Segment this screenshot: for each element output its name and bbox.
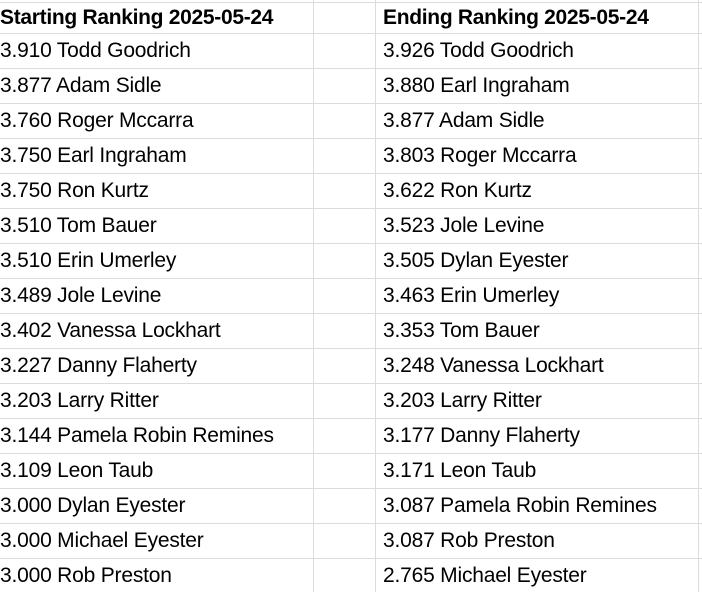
header-cell-starting-ranking[interactable]: Starting Ranking 2025-05-24 [0,3,314,34]
table-row: 3.203 Larry Ritter 3.203 Larry Ritter [0,384,702,419]
edge-cell-sliver [699,384,702,419]
cell-starting-ranking[interactable]: 3.877 Adam Sidle [0,69,314,104]
cell-ending-ranking[interactable]: 3.505 Dylan Eyester [376,244,699,279]
cell-starting-ranking[interactable]: 3.510 Tom Bauer [0,209,314,244]
edge-cell-sliver [699,419,702,454]
spacer-cell[interactable] [314,244,376,279]
table-row: 3.750 Earl Ingraham 3.803 Roger Mccarra [0,139,702,174]
cell-ending-ranking[interactable]: 3.248 Vanessa Lockhart [376,349,699,384]
spacer-cell[interactable] [314,454,376,489]
table-row: 3.227 Danny Flaherty 3.248 Vanessa Lockh… [0,349,702,384]
spacer-cell[interactable] [314,384,376,419]
cell-starting-ranking[interactable]: 3.910 Todd Goodrich [0,34,314,69]
sliver-cell [376,0,699,3]
cell-ending-ranking[interactable]: 3.177 Danny Flaherty [376,419,699,454]
cell-ending-ranking[interactable]: 3.353 Tom Bauer [376,314,699,349]
header-row: Starting Ranking 2025-05-24 Ending Ranki… [0,3,702,34]
cell-starting-ranking[interactable]: 3.203 Larry Ritter [0,384,314,419]
edge-cell-sliver [699,104,702,139]
edge-cell-sliver [699,524,702,559]
cell-ending-ranking[interactable]: 3.877 Adam Sidle [376,104,699,139]
cell-starting-ranking[interactable]: 3.144 Pamela Robin Remines [0,419,314,454]
table-row: 3.760 Roger Mccarra 3.877 Adam Sidle [0,104,702,139]
edge-cell-sliver [699,454,702,489]
header-cell-ending-ranking[interactable]: Ending Ranking 2025-05-24 [376,3,699,34]
cell-starting-ranking[interactable]: 3.000 Rob Preston [0,559,314,592]
table-row: 3.510 Tom Bauer 3.523 Jole Levine [0,209,702,244]
spacer-cell[interactable] [314,209,376,244]
table-row: 3.144 Pamela Robin Remines 3.177 Danny F… [0,419,702,454]
cell-starting-ranking[interactable]: 3.750 Ron Kurtz [0,174,314,209]
edge-cell-sliver [699,349,702,384]
cell-ending-ranking[interactable]: 3.463 Erin Umerley [376,279,699,314]
cell-ending-ranking[interactable]: 3.203 Larry Ritter [376,384,699,419]
cell-ending-ranking[interactable]: 3.880 Earl Ingraham [376,69,699,104]
table-row: 3.877 Adam Sidle 3.880 Earl Ingraham [0,69,702,104]
spacer-cell[interactable] [314,489,376,524]
cell-starting-ranking[interactable]: 3.489 Jole Levine [0,279,314,314]
table-row: 3.750 Ron Kurtz 3.622 Ron Kurtz [0,174,702,209]
sliver-cell [699,0,702,3]
cell-ending-ranking[interactable]: 3.087 Pamela Robin Remines [376,489,699,524]
edge-cell-sliver [699,3,702,34]
spacer-cell[interactable] [314,314,376,349]
edge-cell-sliver [699,139,702,174]
cell-starting-ranking[interactable]: 3.760 Roger Mccarra [0,104,314,139]
spacer-cell[interactable] [314,419,376,454]
table-row: 3.402 Vanessa Lockhart 3.353 Tom Bauer [0,314,702,349]
table-row: 3.000 Dylan Eyester 3.087 Pamela Robin R… [0,489,702,524]
cell-starting-ranking[interactable]: 3.000 Michael Eyester [0,524,314,559]
table-row: 3.109 Leon Taub 3.171 Leon Taub [0,454,702,489]
table-body: 3.910 Todd Goodrich 3.926 Todd Goodrich … [0,34,702,592]
cell-ending-ranking[interactable]: 3.087 Rob Preston [376,524,699,559]
table-row: 3.510 Erin Umerley 3.505 Dylan Eyester [0,244,702,279]
spacer-cell[interactable] [314,524,376,559]
spacer-cell[interactable] [314,279,376,314]
sliver-cell [0,0,314,3]
cell-starting-ranking[interactable]: 3.000 Dylan Eyester [0,489,314,524]
cell-starting-ranking[interactable]: 3.402 Vanessa Lockhart [0,314,314,349]
edge-cell-sliver [699,174,702,209]
cell-starting-ranking[interactable]: 3.227 Danny Flaherty [0,349,314,384]
edge-cell-sliver [699,279,702,314]
edge-cell-sliver [699,209,702,244]
cell-starting-ranking[interactable]: 3.750 Earl Ingraham [0,139,314,174]
spacer-cell[interactable] [314,3,376,34]
spacer-cell[interactable] [314,174,376,209]
cell-ending-ranking[interactable]: 3.622 Ron Kurtz [376,174,699,209]
edge-cell-sliver [699,314,702,349]
table-row: 3.489 Jole Levine 3.463 Erin Umerley [0,279,702,314]
cell-ending-ranking[interactable]: 3.926 Todd Goodrich [376,34,699,69]
cell-starting-ranking[interactable]: 3.510 Erin Umerley [0,244,314,279]
cell-starting-ranking[interactable]: 3.109 Leon Taub [0,454,314,489]
spacer-cell[interactable] [314,349,376,384]
table-row: 3.000 Rob Preston 2.765 Michael Eyester [0,559,702,592]
edge-cell-sliver [699,244,702,279]
edge-cell-sliver [699,489,702,524]
cell-ending-ranking[interactable]: 3.803 Roger Mccarra [376,139,699,174]
table-row: 3.910 Todd Goodrich 3.926 Todd Goodrich [0,34,702,69]
spacer-cell[interactable] [314,69,376,104]
spacer-cell[interactable] [314,34,376,69]
cell-ending-ranking[interactable]: 3.523 Jole Levine [376,209,699,244]
spacer-cell[interactable] [314,559,376,592]
cell-ending-ranking[interactable]: 2.765 Michael Eyester [376,559,699,592]
row-above-sliver [0,0,702,3]
edge-cell-sliver [699,34,702,69]
table-row: 3.000 Michael Eyester 3.087 Rob Preston [0,524,702,559]
cell-ending-ranking[interactable]: 3.171 Leon Taub [376,454,699,489]
sliver-cell [314,0,376,3]
spacer-cell[interactable] [314,104,376,139]
spacer-cell[interactable] [314,139,376,174]
edge-cell-sliver [699,69,702,104]
